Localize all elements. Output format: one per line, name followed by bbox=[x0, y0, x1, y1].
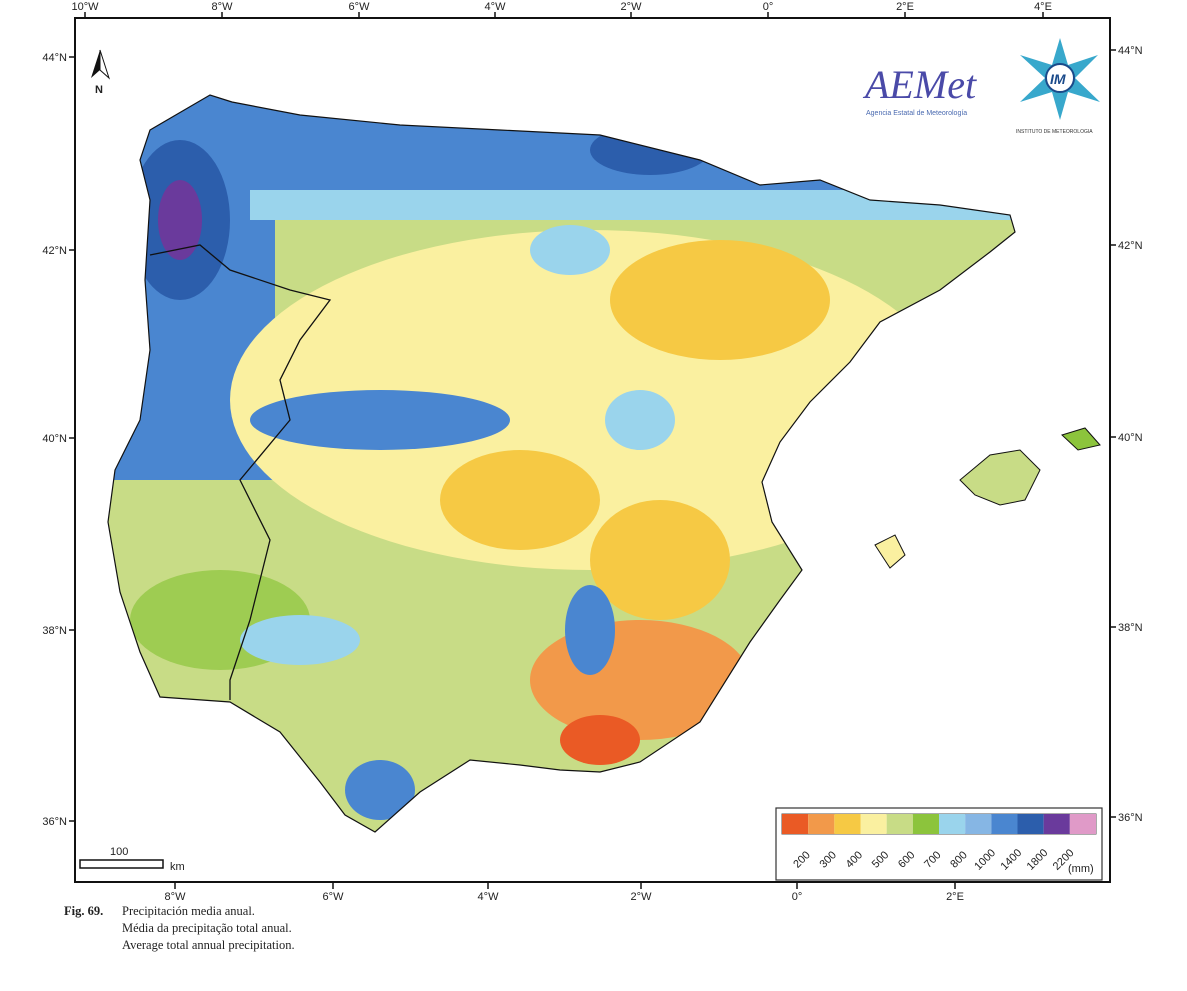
legend-swatch bbox=[1069, 814, 1096, 834]
menorca bbox=[1061, 427, 1101, 451]
bottom-tick-label: 6°W bbox=[323, 891, 345, 900]
left-tick-label: 44°N bbox=[42, 52, 67, 64]
portugal-border bbox=[149, 244, 332, 700]
legend-swatch bbox=[886, 814, 913, 834]
left-tick-label: 36°N bbox=[42, 816, 67, 828]
caption-pt: Média da precipitação total anual. bbox=[122, 921, 292, 935]
legend-swatch bbox=[912, 814, 939, 834]
right-tick-label: 40°N bbox=[1118, 432, 1143, 444]
bottom-tick-label: 2°W bbox=[631, 891, 653, 900]
top-tick-label: 10°W bbox=[71, 1, 99, 13]
im-logo: IM INSTITUTO DE METEOROLOGIA bbox=[1016, 38, 1100, 135]
legend-swatch bbox=[782, 814, 809, 834]
top-tick-label: 8°W bbox=[212, 1, 234, 13]
top-tick-label: 4°E bbox=[1034, 1, 1052, 13]
caption-en: Average total annual precipitation. bbox=[122, 938, 295, 952]
scale-unit: km bbox=[170, 861, 185, 873]
top-tick-label: 2°W bbox=[621, 1, 643, 13]
legend: 200 300 400 500 600 700 800 1000 1400 1800 2200 (m… bbox=[775, 807, 1103, 881]
legend-swatch bbox=[1017, 814, 1044, 834]
scale-bar: 100 km bbox=[79, 846, 185, 873]
scale-value: 100 bbox=[110, 846, 128, 858]
svg-text:IM: IM bbox=[1050, 71, 1066, 87]
legend-unit: (mm) bbox=[1068, 863, 1094, 875]
top-tick-label: 6°W bbox=[349, 1, 371, 13]
top-tick-label: 2°E bbox=[896, 1, 914, 13]
right-tick-label: 38°N bbox=[1118, 622, 1143, 634]
legend-swatch bbox=[808, 814, 835, 834]
bottom-tick-label: 2°E bbox=[946, 891, 964, 900]
north-label: N bbox=[95, 84, 103, 96]
top-tick-label: 4°W bbox=[485, 1, 507, 13]
right-tick-label: 36°N bbox=[1118, 812, 1143, 824]
aemet-logo: AEMet Agencia Estatal de Meteorología bbox=[862, 62, 977, 117]
legend-swatch bbox=[991, 814, 1018, 834]
svg-text:Agencia Estatal de Meteorologí: Agencia Estatal de Meteorología bbox=[866, 110, 967, 117]
bottom-tick-label: 4°W bbox=[478, 891, 500, 900]
caption-fig: Fig. 69. bbox=[64, 904, 104, 918]
legend-swatch bbox=[860, 814, 887, 834]
svg-text:AEMet: AEMet bbox=[862, 62, 977, 107]
precipitation-map: 10°W 8°W 6°W 4°W 2°W 0° 2°E 4°E 8°W 6°W 4°W 2°W 0° 2°… bbox=[42, 1, 1143, 900]
left-tick-label: 40°N bbox=[42, 433, 67, 445]
legend-swatch bbox=[965, 814, 992, 834]
legend-swatch bbox=[834, 814, 861, 834]
legend-swatch bbox=[939, 814, 966, 834]
caption-es: Precipitación media anual. bbox=[122, 904, 255, 918]
right-tick-label: 44°N bbox=[1118, 45, 1143, 57]
left-tick-label: 38°N bbox=[42, 625, 67, 637]
bottom-tick-label: 8°W bbox=[165, 891, 187, 900]
figure-caption: Fig. 69. Precipitación media anual. Média… bbox=[64, 903, 295, 954]
svg-text:INSTITUTO DE METEOROLOGIA: INSTITUTO DE METEOROLOGIA bbox=[1016, 129, 1093, 135]
top-tick-label: 0° bbox=[763, 1, 774, 13]
north-arrow: N bbox=[91, 49, 111, 96]
right-tick-label: 42°N bbox=[1118, 240, 1143, 252]
ibiza bbox=[874, 534, 906, 569]
bottom-tick-label: 0° bbox=[792, 891, 803, 900]
left-tick-label: 42°N bbox=[42, 245, 67, 257]
mallorca bbox=[959, 449, 1041, 506]
legend-swatch bbox=[1043, 814, 1070, 834]
